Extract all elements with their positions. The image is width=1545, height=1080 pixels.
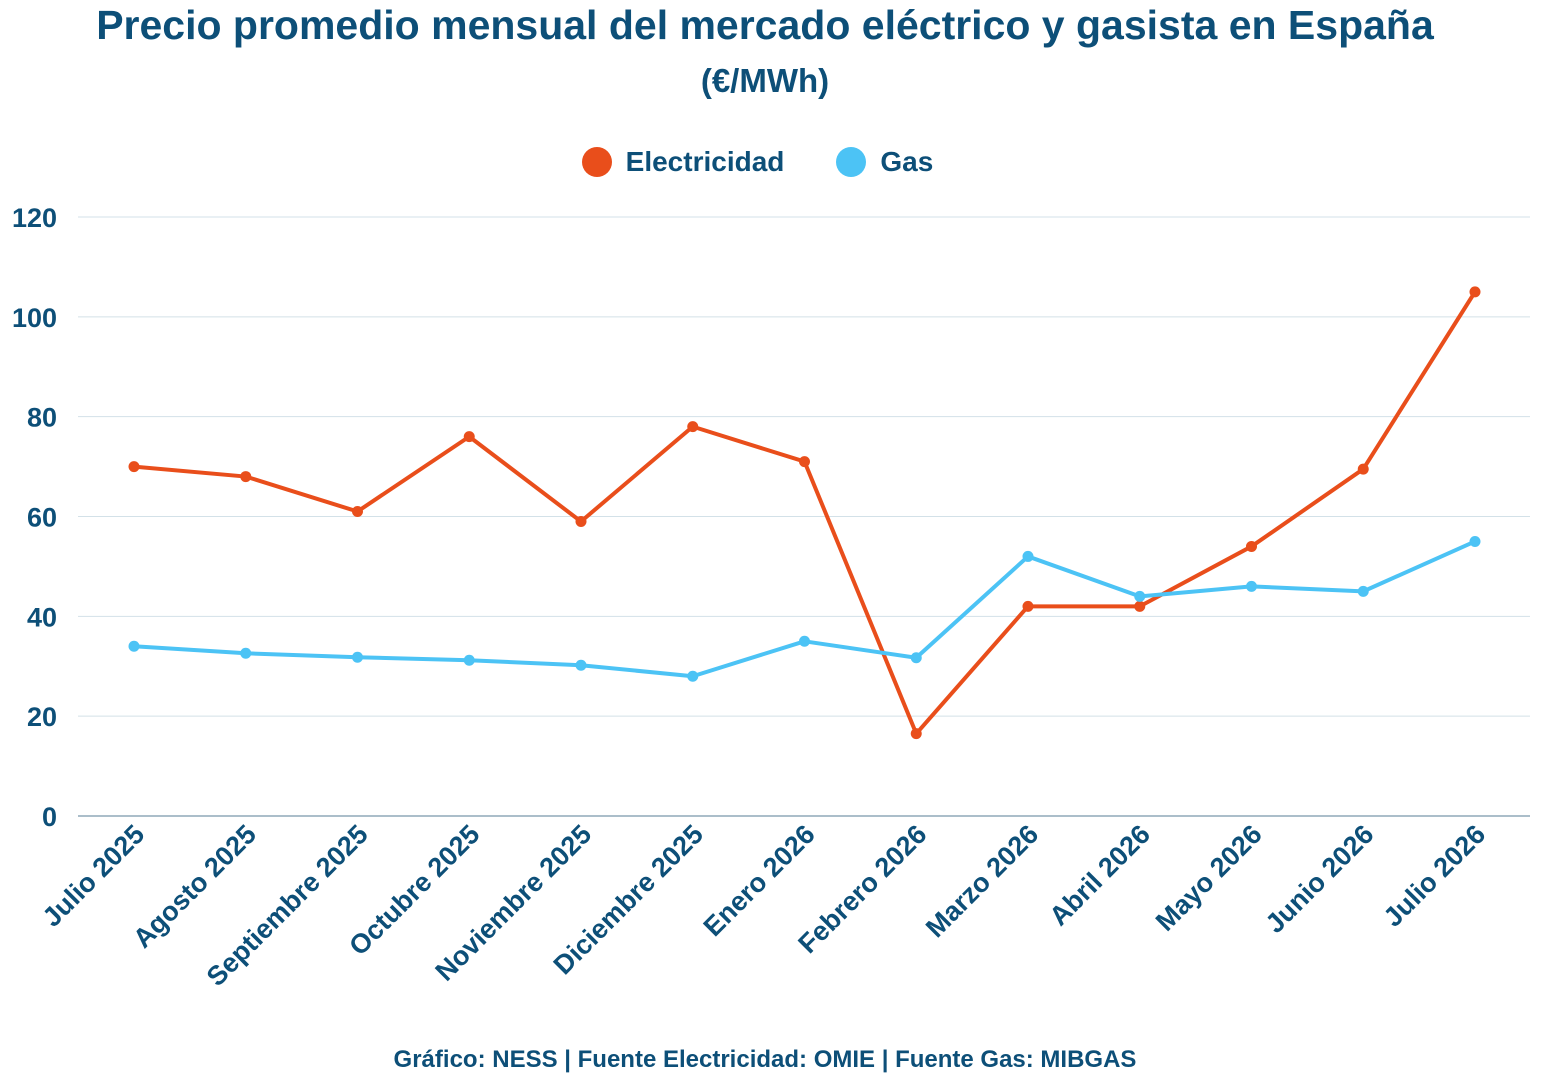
data-point-electricidad	[1022, 600, 1034, 612]
data-point-electricidad	[1246, 540, 1257, 552]
y-tick-label: 100	[12, 303, 57, 333]
data-point-gas	[352, 651, 363, 663]
y-tick-label: 0	[42, 802, 57, 832]
data-point-gas	[1357, 585, 1369, 597]
x-tick-label: Junio 2026	[1260, 819, 1380, 939]
data-point-gas	[463, 654, 475, 666]
chart-subtitle: (€/MWh)	[700, 62, 830, 99]
legend-item-gas: Gas	[836, 146, 933, 178]
data-point-electricidad	[910, 728, 922, 740]
x-tick-label: Julio 2025	[37, 819, 151, 933]
data-point-gas	[128, 640, 140, 652]
data-point-gas	[575, 659, 587, 671]
data-point-gas	[687, 670, 699, 682]
data-point-gas	[1246, 580, 1257, 592]
data-point-gas	[799, 635, 810, 647]
data-point-electricidad	[128, 461, 140, 473]
y-tick-label: 80	[27, 403, 57, 433]
y-tick-label: 40	[27, 602, 57, 632]
data-point-electricidad	[1469, 286, 1481, 298]
data-point-gas	[910, 652, 922, 664]
x-tick-label: Abril 2026	[1044, 819, 1156, 931]
x-tick-label: Mayo 2026	[1150, 819, 1268, 937]
data-point-electricidad	[240, 471, 252, 483]
data-point-gas	[240, 647, 252, 659]
legend-label-electricidad: Electricidad	[625, 146, 785, 177]
data-point-gas	[1022, 550, 1034, 562]
y-tick-label: 20	[27, 702, 57, 732]
data-point-electricidad	[352, 506, 363, 518]
data-point-electricidad	[1357, 463, 1369, 475]
legend: Electricidad Gas	[0, 146, 1515, 178]
data-point-gas	[1469, 535, 1481, 547]
x-tick-label: Marzo 2026	[920, 819, 1044, 943]
legend-item-electricidad: Electricidad	[581, 146, 785, 178]
data-point-gas	[1134, 590, 1146, 602]
x-tick-label: Julio 2026	[1378, 819, 1492, 933]
series-line-electricidad	[132, 289, 1477, 736]
legend-marker-electricidad	[581, 147, 612, 177]
chart-title: Precio promedio mensual del mercado eléc…	[96, 2, 1434, 48]
series-line-gas	[132, 539, 1477, 679]
x-tick-label: Enero 2026	[698, 819, 821, 942]
chart-source-footer: Gráfico: NESS | Fuente Electricidad: OMI…	[393, 1046, 1137, 1073]
data-point-electricidad	[463, 431, 475, 443]
data-point-electricidad	[799, 456, 810, 468]
legend-marker-gas	[836, 147, 867, 177]
y-tick-label: 60	[27, 503, 57, 533]
data-point-electricidad	[1134, 600, 1146, 612]
data-point-electricidad	[575, 515, 587, 527]
legend-label-gas: Gas	[880, 146, 934, 177]
data-point-electricidad	[687, 421, 699, 433]
y-tick-label: 120	[12, 203, 57, 233]
